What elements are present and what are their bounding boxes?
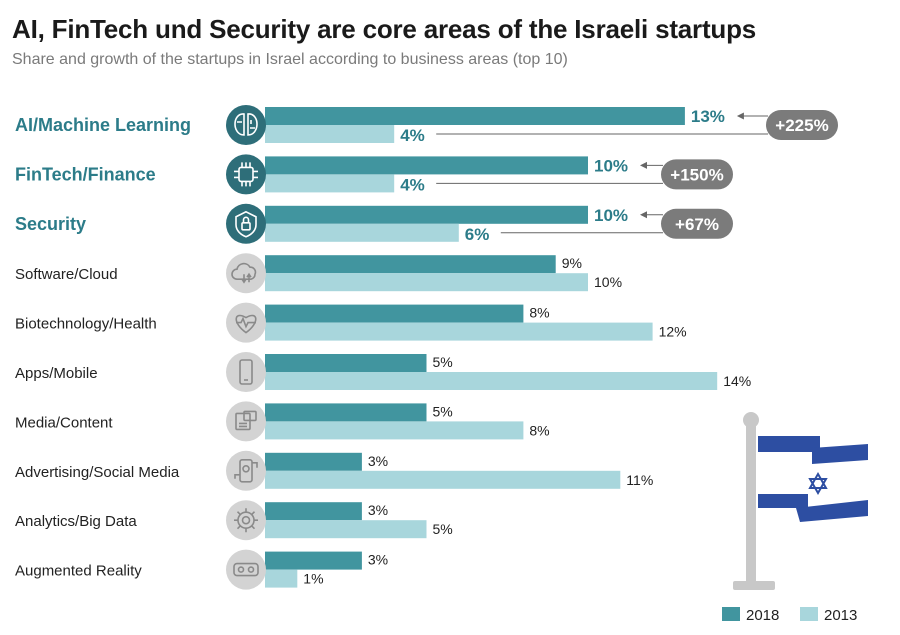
category-label: AI/Machine Learning xyxy=(15,115,191,135)
value-label-2018: 3% xyxy=(368,552,388,568)
bar-2013 xyxy=(265,520,427,539)
growth-badge-label: +150% xyxy=(670,165,723,184)
bar-2018 xyxy=(265,107,685,125)
media-icon xyxy=(226,401,266,442)
bar-2013 xyxy=(265,174,395,193)
star-of-david-icon xyxy=(808,471,828,496)
flag-stripe-top-right xyxy=(812,444,868,464)
value-label-2018: 10% xyxy=(594,206,628,225)
growth-badge xyxy=(661,159,733,190)
bar-2018 xyxy=(265,502,362,521)
category-label: Apps/Mobile xyxy=(15,365,98,382)
value-label-2013: 5% xyxy=(433,521,453,537)
flag-stripe-bottom-left xyxy=(758,494,808,508)
category-label: Augmented Reality xyxy=(15,563,142,580)
value-label-2013: 14% xyxy=(723,373,751,389)
bar-2018 xyxy=(265,452,362,471)
chip-icon xyxy=(226,154,266,195)
bar-2013 xyxy=(265,421,524,440)
israel-flag-illustration xyxy=(733,412,868,590)
bar-2013 xyxy=(265,273,588,292)
legend: 2018 2013 xyxy=(722,607,857,624)
bar-2013 xyxy=(265,223,459,242)
value-label-2018: 9% xyxy=(562,255,582,271)
value-label-2013: 12% xyxy=(659,324,687,340)
chart-title: AI, FinTech und Security are core areas … xyxy=(12,14,757,44)
bar-2013 xyxy=(265,372,718,390)
legend-swatch-2018 xyxy=(722,607,740,621)
category-label: Analytics/Big Data xyxy=(15,513,137,530)
bar-2013 xyxy=(265,322,653,341)
bar-2013 xyxy=(265,569,298,588)
legend-swatch-2013 xyxy=(800,607,818,621)
legend-label-2013: 2013 xyxy=(824,607,857,624)
growth-arrow-head xyxy=(640,211,647,219)
legend-label-2018: 2018 xyxy=(746,607,779,624)
bar-2018 xyxy=(265,403,427,422)
flag-pole-base xyxy=(733,581,775,590)
value-label-2018: 5% xyxy=(433,403,453,419)
smartphone-icon xyxy=(226,352,266,392)
growth-badge xyxy=(766,110,838,140)
value-label-2013: 1% xyxy=(303,571,323,587)
value-label-2018: 13% xyxy=(691,107,725,126)
bar-2018 xyxy=(265,354,427,372)
gear-data-icon xyxy=(226,500,266,541)
category-label: Software/Cloud xyxy=(15,266,118,283)
heart-pulse-icon xyxy=(226,302,266,343)
bar-2018 xyxy=(265,551,362,570)
growth-badge-label: +225% xyxy=(775,116,828,135)
flag-pole xyxy=(746,420,756,582)
category-label: Advertising/Social Media xyxy=(15,464,180,481)
bar-2013 xyxy=(265,470,621,489)
flag-pole-top xyxy=(743,412,759,428)
bar-2018 xyxy=(265,205,588,224)
flag-stripe-bottom-right xyxy=(796,500,868,522)
bar-2013 xyxy=(265,125,395,143)
growth-arrow-head xyxy=(736,112,744,120)
value-label-2013: 11% xyxy=(626,472,653,488)
shield-lock-icon xyxy=(226,203,266,244)
value-label-2018: 10% xyxy=(594,156,628,175)
value-label-2013: 8% xyxy=(529,422,549,438)
bar-2018 xyxy=(265,156,588,175)
brain-icon xyxy=(226,105,266,145)
chart-subtitle: Share and growth of the startups in Isra… xyxy=(12,51,568,68)
flag-stripe-top-left xyxy=(758,436,820,452)
cloud-icon xyxy=(226,253,266,294)
category-label: FinTech/Finance xyxy=(15,164,156,184)
social-icon xyxy=(226,450,266,491)
growth-badge-label: +67% xyxy=(675,215,719,234)
value-label-2013: 4% xyxy=(400,126,425,145)
value-label-2018: 3% xyxy=(368,502,388,518)
value-label-2018: 8% xyxy=(529,305,549,321)
value-label-2013: 10% xyxy=(594,274,622,290)
bar-2018 xyxy=(265,255,556,274)
bar-2018 xyxy=(265,304,524,323)
value-label-2013: 4% xyxy=(400,175,425,194)
growth-badge xyxy=(661,208,733,239)
value-label-2013: 6% xyxy=(465,225,490,244)
category-label: Media/Content xyxy=(15,414,113,431)
vr-headset-icon xyxy=(226,549,266,590)
growth-arrow-head xyxy=(640,161,647,169)
bars-layer: AI/Machine Learning 13% 4% +225% FinTech/Fin… xyxy=(15,105,838,590)
category-label: Biotechnology/Health xyxy=(15,316,157,333)
value-label-2018: 3% xyxy=(368,453,388,469)
category-label: Security xyxy=(15,214,86,234)
value-label-2018: 5% xyxy=(433,354,453,370)
